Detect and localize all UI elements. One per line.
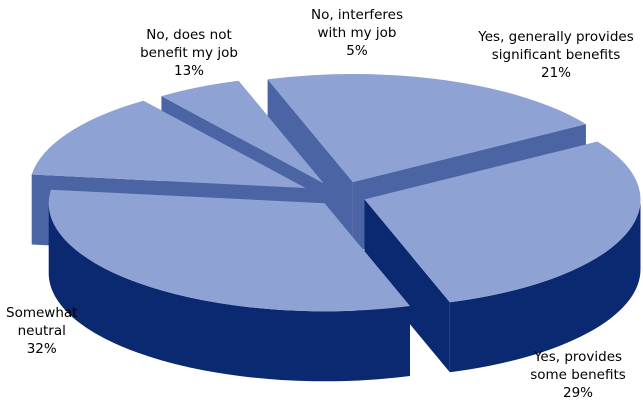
- slice-label-neutral: Somewhat neutral 32%: [6, 305, 78, 357]
- pie-slice-side-neutral: [48, 203, 410, 382]
- pie-slice-interferes: [161, 80, 324, 184]
- slice-label-some-benefits: Yes, provides some benefits 29%: [530, 349, 626, 401]
- slice-label-no-benefit: No, does not benefit my job 13%: [140, 27, 238, 79]
- pie-slice-side-some-benefits: [449, 199, 641, 373]
- slice-label-significant-benefits: Yes, generally provides significant bene…: [478, 29, 634, 81]
- pie-slice-wall-start-significant-benefits: [267, 79, 353, 252]
- pie-slice-neutral: [48, 189, 410, 312]
- slice-label-interferes: No, interferes with my job 5%: [310, 7, 404, 59]
- pie-slice-some-benefits: [364, 141, 641, 303]
- pie-slice-significant-benefits: [267, 74, 586, 182]
- pie-slice-no-benefit: [31, 100, 306, 188]
- pie-slice-wall-end-some-benefits: [364, 199, 450, 373]
